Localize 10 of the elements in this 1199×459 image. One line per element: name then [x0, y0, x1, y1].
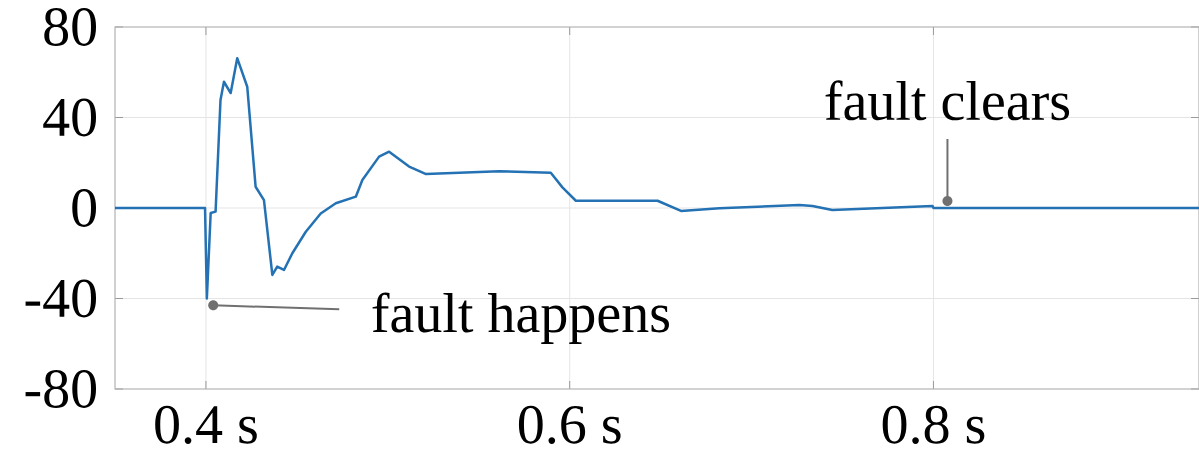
x-tick-label: 0.8 s	[882, 405, 985, 444]
annotation: fault happens	[372, 292, 669, 344]
y-tick-label: -80	[25, 370, 97, 408]
x-tick-label: 0.6 s	[518, 405, 621, 444]
annotation: fault clears	[825, 80, 1070, 121]
y-tick-label: 40	[43, 98, 97, 137]
y-tick-label: 80	[44, 8, 97, 46]
x-tick-label: 0.4 s	[155, 405, 257, 444]
y-tick-label: 0	[72, 189, 97, 227]
y-tick-label: -40	[25, 279, 97, 318]
